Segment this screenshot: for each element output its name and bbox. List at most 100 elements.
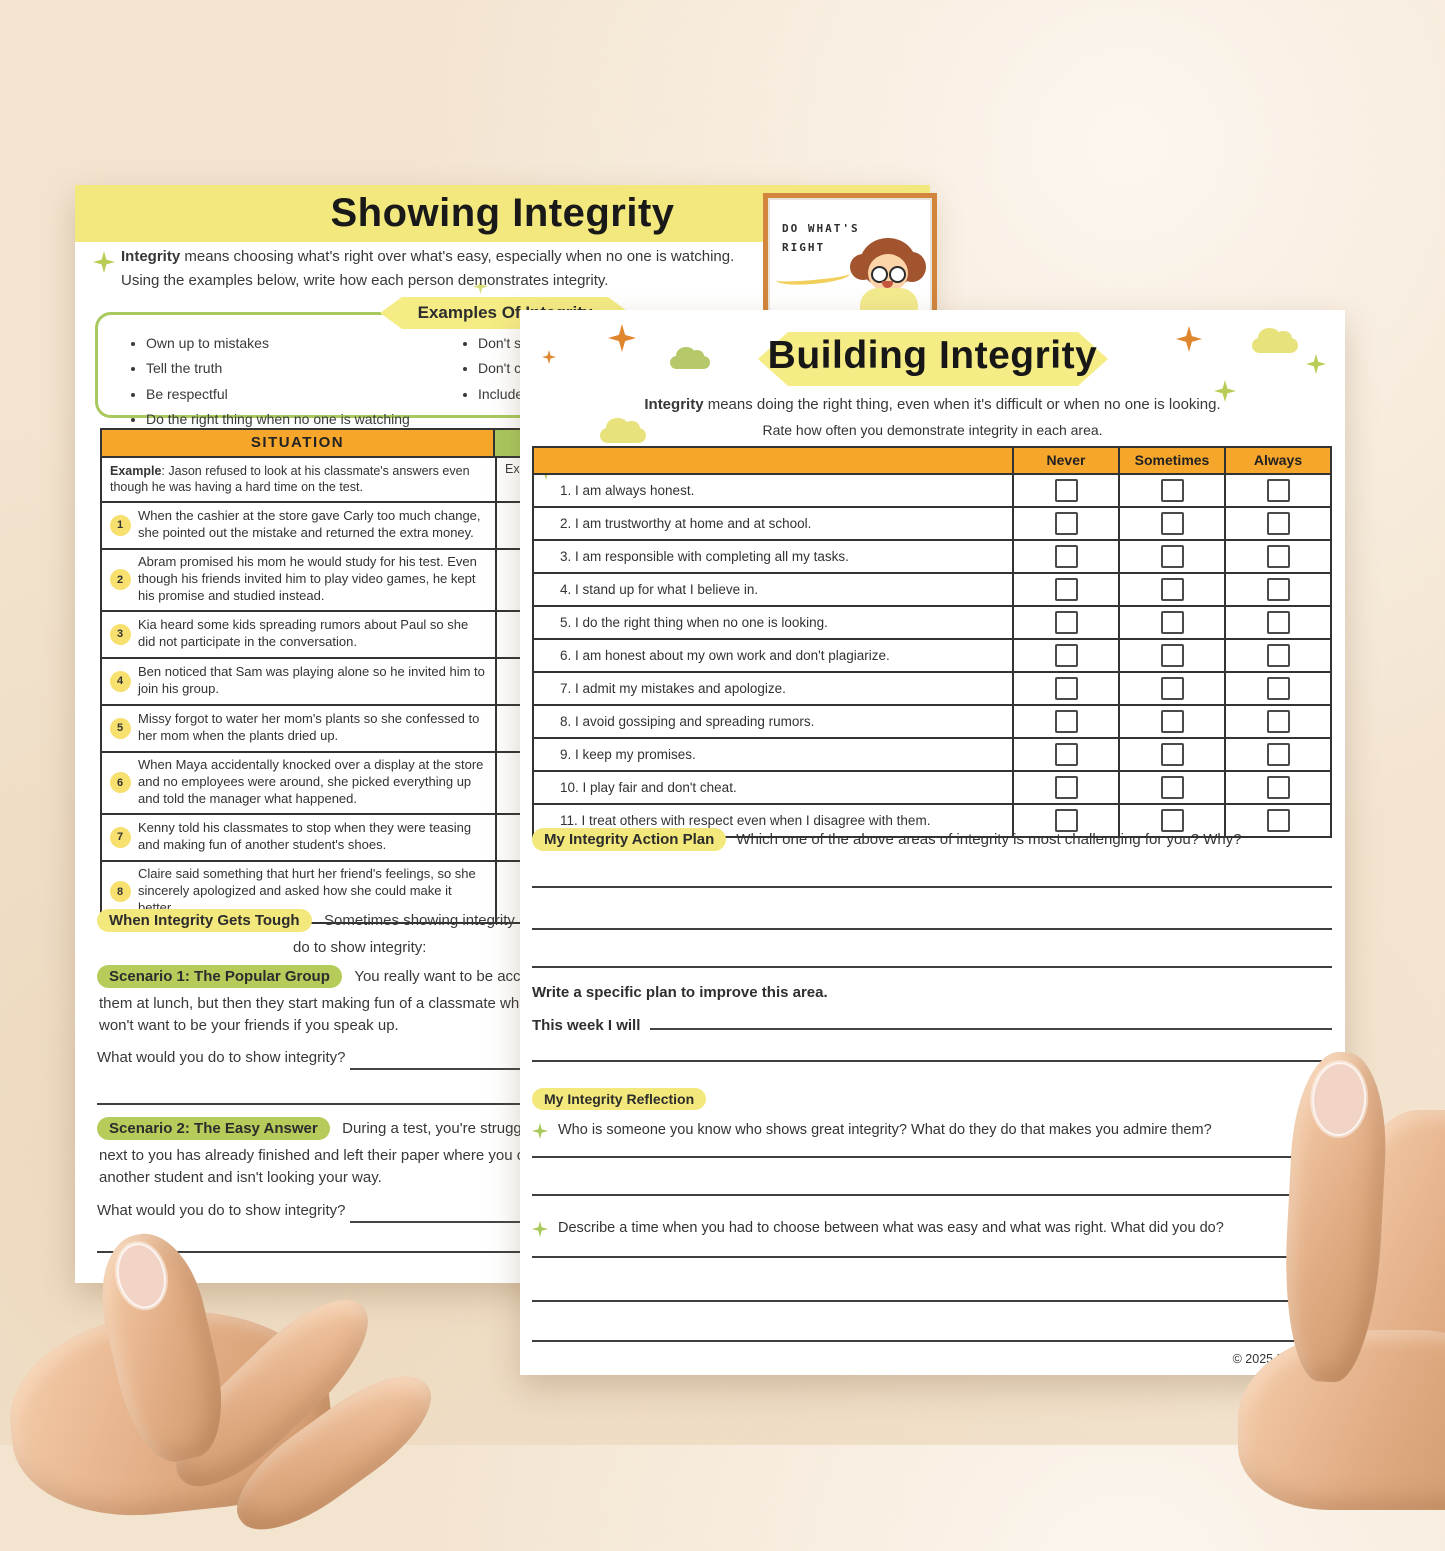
checkbox-always-11[interactable]: [1266, 809, 1290, 832]
situation-text: Kia heard some kids spreading rumors abo…: [138, 617, 469, 649]
checkbox-always-9[interactable]: [1266, 743, 1290, 766]
action-plan-question: Which one of the above areas of integrit…: [736, 831, 1242, 848]
situation-text: Missy forgot to water her mom's plants s…: [138, 711, 480, 743]
checkbox-sometimes-2[interactable]: [1160, 512, 1184, 535]
checkbox-always-8[interactable]: [1266, 710, 1290, 733]
cloud-icon: [600, 417, 646, 443]
checkbox-never-11[interactable]: [1054, 809, 1078, 832]
checkbox-always-3[interactable]: [1266, 545, 1290, 568]
scenario1-line3: won't want to be your friends if you spe…: [99, 1017, 399, 1034]
scenario1-heading: Scenario 1: The Popular Group You really…: [97, 965, 558, 989]
checkbox-always-7[interactable]: [1266, 677, 1290, 700]
cartoon-glasses-left: [871, 266, 888, 283]
answer-line[interactable]: [532, 1340, 1332, 1342]
page-title: Showing Integrity: [330, 191, 675, 235]
scenario1-question: What would you do to show integrity?: [97, 1049, 346, 1066]
answer-cell[interactable]: [495, 549, 903, 610]
checkbox-sometimes-10[interactable]: [1160, 776, 1184, 799]
answer-line[interactable]: [532, 966, 1332, 968]
table-row: 3 Kia heard some kids spreading rumors a…: [102, 609, 903, 657]
checkbox-sometimes-6[interactable]: [1160, 644, 1184, 667]
rating-statement: 1. I am always honest.: [560, 483, 695, 498]
checkbox-sometimes-1[interactable]: [1160, 479, 1184, 502]
scenario2-pill: Scenario 2: The Easy Answer: [97, 1117, 330, 1140]
checkbox-never-3[interactable]: [1054, 545, 1078, 568]
answer-line[interactable]: [532, 1194, 1332, 1196]
column-header-sometimes: Sometimes: [1118, 448, 1224, 473]
answer-cell[interactable]: [495, 658, 903, 704]
answer-cell[interactable]: [495, 861, 903, 922]
answer-line[interactable]: [349, 1054, 680, 1070]
checkbox-never-10[interactable]: [1054, 776, 1078, 799]
checkbox-sometimes-8[interactable]: [1160, 710, 1184, 733]
row-number-badge: 3: [109, 623, 131, 645]
reflection-question-2: Describe a time when you had to choose b…: [558, 1220, 1224, 1236]
answer-cell[interactable]: [495, 705, 903, 751]
cartoon-mouth: [882, 281, 893, 288]
answer-cell[interactable]: [495, 814, 903, 860]
table-row: 1 When the cashier at the store gave Car…: [102, 500, 903, 548]
column-header-never: Never: [1012, 448, 1118, 473]
table-example-row: Example: Jason refused to look at his cl…: [102, 456, 903, 501]
checkbox-always-5[interactable]: [1266, 611, 1290, 634]
checkbox-never-6[interactable]: [1054, 644, 1078, 667]
checkbox-always-1[interactable]: [1266, 479, 1290, 502]
checkbox-always-6[interactable]: [1266, 644, 1290, 667]
rating-row: 3. I am responsible with completing all …: [534, 539, 1330, 572]
table-row: 2 Abram promised his mom he would study …: [102, 547, 903, 610]
scenario2-line2: next to you has already finished and lef…: [99, 1147, 525, 1164]
rating-row: 1. I am always honest.: [534, 473, 1330, 506]
intro-line1: means choosing what's right over what's …: [180, 248, 735, 265]
answer-line[interactable]: [532, 928, 1332, 930]
row-number-badge: 5: [109, 717, 131, 739]
checkbox-always-10[interactable]: [1266, 776, 1290, 799]
answer-line[interactable]: [532, 1256, 1332, 1258]
situation-text: When Maya accidentally knocked over a di…: [138, 757, 484, 806]
reflection-q2-row: Describe a time when you had to choose b…: [532, 1220, 1332, 1237]
answer-cell[interactable]: [495, 752, 903, 813]
answer-line[interactable]: [532, 886, 1332, 888]
answer-line[interactable]: [532, 1060, 1332, 1062]
cloud-icon: [1252, 327, 1298, 353]
answer-line[interactable]: [349, 1207, 680, 1223]
intro-text: Integrity means choosing what's right ov…: [121, 245, 781, 293]
rating-table: Never Sometimes Always 1. I am always ho…: [532, 446, 1332, 838]
checkbox-sometimes-7[interactable]: [1160, 677, 1184, 700]
cartoon-face: [868, 254, 908, 292]
intro-bold-word: Integrity: [644, 396, 704, 413]
answer-line[interactable]: [532, 1156, 1332, 1158]
checkbox-never-7[interactable]: [1054, 677, 1078, 700]
answer-line[interactable]: [97, 1103, 677, 1105]
checkbox-never-1[interactable]: [1054, 479, 1078, 502]
answer-line[interactable]: [532, 1300, 1332, 1302]
answer-cell[interactable]: [495, 502, 903, 548]
checkbox-never-5[interactable]: [1054, 611, 1078, 634]
answer-cell[interactable]: [495, 611, 903, 657]
example-bullet: Tell the truth: [146, 358, 410, 378]
example-bullet: Don't spr: [478, 333, 537, 353]
sparkle-icon: [93, 251, 115, 273]
checkbox-sometimes-9[interactable]: [1160, 743, 1184, 766]
rating-row: 9. I keep my promises.: [534, 737, 1330, 770]
checkbox-never-9[interactable]: [1054, 743, 1078, 766]
rating-statement: 8. I avoid gossiping and spreading rumor…: [560, 714, 815, 729]
rating-row: 4. I stand up for what I believe in.: [534, 572, 1330, 605]
checkbox-sometimes-4[interactable]: [1160, 578, 1184, 601]
checkbox-never-2[interactable]: [1054, 512, 1078, 535]
answer-line[interactable]: [97, 1251, 677, 1253]
checkbox-sometimes-11[interactable]: [1160, 809, 1184, 832]
rating-row: 11. I treat others with respect even whe…: [534, 803, 1330, 836]
rating-row: 7. I admit my mistakes and apologize.: [534, 671, 1330, 704]
checkbox-never-8[interactable]: [1054, 710, 1078, 733]
rating-statement: 4. I stand up for what I believe in.: [560, 582, 759, 597]
checkbox-never-4[interactable]: [1054, 578, 1078, 601]
checkbox-sometimes-3[interactable]: [1160, 545, 1184, 568]
checkbox-always-4[interactable]: [1266, 578, 1290, 601]
rating-header-spacer: [534, 448, 1012, 473]
example-rest: : Jason refused to look at his classmate…: [110, 464, 470, 495]
checkbox-always-2[interactable]: [1266, 512, 1290, 535]
tough-line1: Sometimes showing integrity is ch: [324, 912, 550, 929]
checkbox-sometimes-5[interactable]: [1160, 611, 1184, 634]
right-thumb-nail: [1310, 1060, 1369, 1138]
answer-line[interactable]: [650, 1014, 1332, 1030]
